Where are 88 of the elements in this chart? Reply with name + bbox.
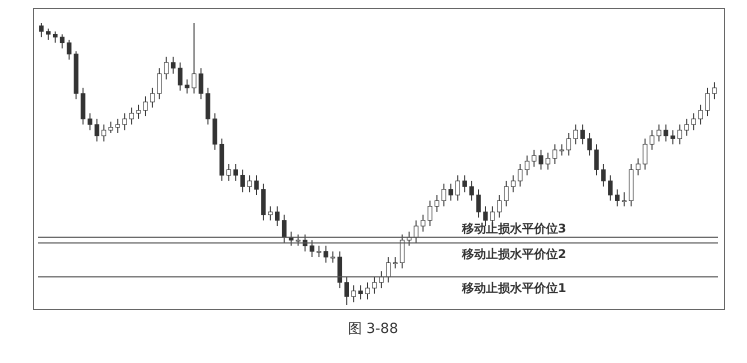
candlestick — [358, 284, 363, 300]
candlestick — [192, 23, 196, 94]
caption: 图 3-88 — [346, 320, 400, 338]
candlestick — [684, 118, 689, 136]
candlestick — [254, 174, 259, 196]
ref-line-label: 移动止损水平价位1 — [460, 280, 566, 295]
candlestick — [524, 155, 530, 176]
candlestick — [532, 149, 536, 168]
candlestick — [102, 124, 106, 142]
candlestick — [164, 56, 169, 80]
candlestick — [670, 130, 676, 145]
candlestick — [462, 174, 467, 193]
candlestick — [497, 194, 502, 218]
candlestick — [351, 284, 356, 303]
candlestick — [566, 132, 572, 156]
candlestick — [414, 220, 418, 244]
candlestick — [170, 56, 176, 74]
candlestick — [150, 87, 155, 108]
candlestick — [448, 183, 454, 202]
candlestick — [705, 87, 710, 117]
candlestick — [157, 68, 162, 100]
candlestick — [712, 82, 717, 100]
candlestick — [178, 62, 182, 92]
candlestick — [372, 276, 377, 294]
candlestick — [420, 214, 426, 232]
candlestick — [601, 164, 606, 188]
candlestick — [559, 144, 564, 156]
candlestick — [129, 107, 134, 126]
candlestick — [108, 121, 114, 134]
candlestick — [122, 112, 127, 131]
candlestick — [330, 250, 336, 264]
candlestick — [184, 78, 190, 94]
candlestick — [656, 124, 662, 142]
candlestick — [226, 164, 232, 182]
candlestick — [650, 130, 654, 150]
candlestick — [615, 188, 620, 207]
candlestick — [642, 138, 648, 170]
candlestick — [88, 112, 92, 131]
candlestick — [587, 132, 592, 156]
candlestick — [573, 124, 578, 145]
candlestick — [442, 183, 446, 207]
candlestick — [39, 23, 44, 38]
candlestick — [386, 256, 391, 283]
candlestick — [608, 174, 613, 202]
candlestick — [310, 240, 314, 258]
candlestick — [691, 112, 696, 131]
candlestick — [510, 174, 516, 193]
candlestick — [546, 152, 550, 170]
candlestick — [698, 104, 703, 126]
candlestick — [240, 169, 245, 193]
candlestick — [282, 214, 287, 244]
candlestick — [66, 39, 72, 60]
candlestick — [428, 200, 432, 227]
candlestick — [233, 164, 238, 182]
candlestick — [552, 144, 558, 164]
candlestick — [275, 206, 280, 227]
candlestick — [538, 149, 544, 170]
ref-line-label: 移动止损水平价位3 — [460, 221, 566, 236]
candlestick — [580, 124, 585, 145]
candlestick — [46, 28, 51, 40]
candlestick — [476, 188, 481, 218]
candlestick — [434, 194, 440, 212]
candlestick — [268, 206, 273, 221]
candlestick — [344, 276, 349, 305]
candlestick — [115, 118, 120, 134]
candlestick — [400, 234, 405, 269]
candlestick — [247, 174, 252, 193]
candlestick — [198, 68, 204, 100]
candlestick — [94, 118, 100, 142]
candlestick — [52, 30, 58, 44]
ref-line-label: 移动止损水平价位2 — [460, 246, 566, 261]
candlestick — [316, 245, 322, 258]
candlestick — [392, 256, 398, 269]
candlestick — [504, 180, 509, 207]
candlestick — [622, 192, 627, 207]
candlestick — [518, 164, 522, 188]
candlestick — [636, 158, 640, 176]
candlestick — [469, 180, 474, 202]
candlestick — [664, 124, 668, 142]
candlestick — [365, 282, 370, 300]
candlestick — [136, 104, 141, 120]
candlestick — [677, 124, 682, 145]
candlestick — [60, 34, 65, 49]
candlestick — [143, 96, 148, 117]
candlestick — [296, 234, 300, 246]
candlestick — [594, 144, 599, 176]
candlestick — [455, 174, 460, 202]
candlestick — [324, 245, 328, 264]
